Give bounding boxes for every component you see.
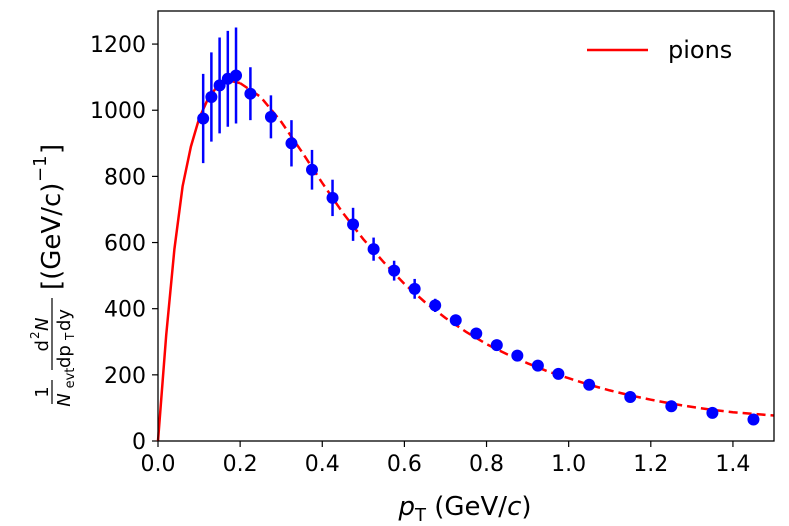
y-tick-label: 200 — [104, 364, 146, 389]
fit-curve — [156, 79, 775, 442]
y-axis: 0 200 400 600 800 1000 1200 — [90, 33, 158, 455]
data-point — [583, 378, 596, 391]
y-tick-label: 1200 — [90, 33, 146, 58]
data-point — [347, 218, 360, 231]
data-point — [388, 264, 401, 277]
ylabel-frac2-num: d — [32, 340, 53, 351]
data-point — [531, 359, 544, 372]
ylabel-frac2-den-end: dy — [54, 309, 75, 331]
ylabel-frac2-den-sub: T — [63, 332, 77, 341]
data-point — [665, 400, 678, 413]
y-tick-label: 800 — [104, 165, 146, 190]
ylabel-frac2-num-var: N — [32, 318, 53, 331]
data-point — [244, 87, 257, 100]
x-tick-label: 1.0 — [551, 452, 586, 477]
data-point — [367, 243, 380, 256]
x-tick-label: 0.2 — [223, 452, 258, 477]
y-tick-label: 1000 — [90, 99, 146, 124]
data-point — [511, 349, 524, 362]
x-tick-label: 0.8 — [469, 452, 504, 477]
ylabel-units: [(GeV/c) — [37, 183, 67, 290]
fit-curve-solid — [156, 79, 241, 442]
ylabel-frac2-den: dp — [54, 345, 75, 368]
x-axis-label: pT (GeV/c) — [397, 492, 531, 526]
y-tick-label: 0 — [132, 430, 146, 455]
data-point — [197, 112, 210, 125]
x-tick-label: 1.2 — [633, 452, 668, 477]
ylabel-frac1-num: 1 — [32, 386, 53, 397]
data-point — [230, 69, 243, 82]
data-point — [470, 327, 483, 340]
ylabel-units-sup: −1 — [30, 155, 51, 182]
legend: pions — [587, 36, 732, 64]
x-tick-label: 0.0 — [141, 452, 176, 477]
data-point — [624, 391, 637, 404]
ylabel-units-close: ] — [37, 144, 67, 154]
data-point — [490, 339, 503, 352]
data-point — [552, 367, 565, 380]
ylabel-frac2-num-sup: 2 — [28, 331, 42, 339]
data-point — [706, 406, 719, 419]
y-tick-label: 600 — [104, 232, 146, 257]
data-point — [408, 282, 421, 295]
x-tick-label: 0.4 — [305, 452, 340, 477]
data-series — [197, 27, 760, 426]
y-tick-label: 400 — [104, 298, 146, 323]
ylabel-frac1-den-sub: evt — [63, 368, 78, 389]
data-point — [213, 79, 226, 92]
ylabel-frac1-den: N — [54, 393, 75, 406]
x-tick-label: 1.4 — [715, 452, 750, 477]
data-point — [747, 413, 760, 426]
x-axis: 0.0 0.2 0.4 0.6 0.8 1.0 1.2 1.4 — [141, 441, 750, 477]
legend-label-pions: pions — [668, 36, 732, 64]
fit-curve-dashed — [239, 82, 775, 417]
x-tick-label: 0.6 — [387, 452, 422, 477]
data-point — [429, 299, 442, 312]
data-point — [326, 191, 339, 204]
y-axis-label: 1 N evt d 2 N dp T dy [(GeV/c) −1 ] — [28, 144, 78, 407]
plot-frame — [157, 10, 775, 442]
data-point — [449, 314, 462, 327]
data-point — [285, 137, 298, 150]
data-point — [205, 91, 218, 103]
data-point — [306, 163, 318, 176]
data-point — [264, 110, 277, 123]
